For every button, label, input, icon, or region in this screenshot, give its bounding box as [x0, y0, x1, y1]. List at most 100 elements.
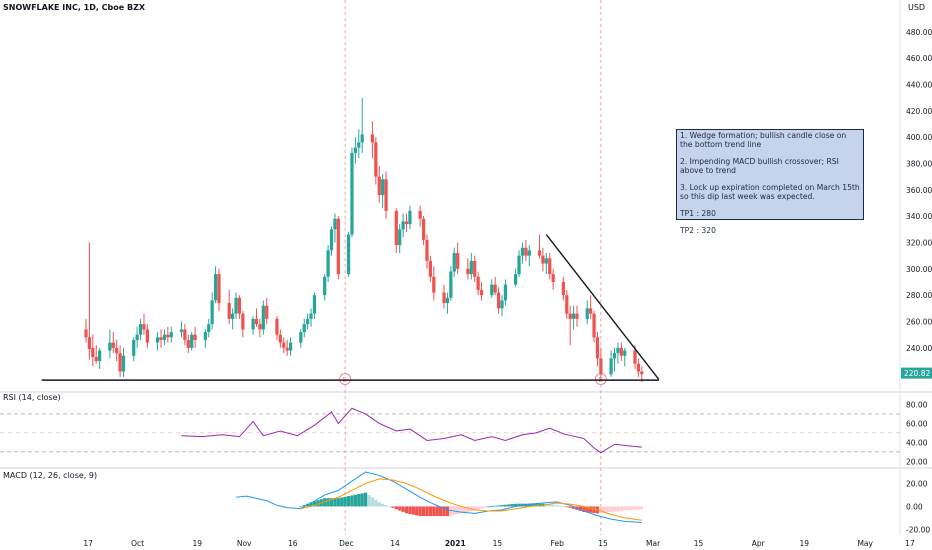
- candle[interactable]: [636, 358, 641, 377]
- candle[interactable]: [193, 326, 197, 348]
- candle[interactable]: [544, 253, 548, 275]
- candle[interactable]: [145, 324, 149, 348]
- candle[interactable]: [565, 289, 569, 319]
- candle[interactable]: [237, 295, 242, 319]
- candle[interactable]: [84, 318, 88, 343]
- candle[interactable]: [384, 171, 388, 219]
- candle[interactable]: [541, 247, 545, 272]
- candle[interactable]: [336, 216, 340, 280]
- analysis-note[interactable]: 1. Wedge formation; bullish candle close…: [676, 129, 864, 235]
- trend-line-resistance[interactable]: [545, 234, 660, 380]
- candle[interactable]: [329, 226, 334, 256]
- candle[interactable]: [428, 255, 433, 282]
- candle[interactable]: [333, 213, 337, 243]
- candle[interactable]: [619, 342, 623, 362]
- candle[interactable]: [537, 234, 542, 259]
- candle[interactable]: [612, 347, 617, 372]
- candle[interactable]: [404, 213, 409, 232]
- candle[interactable]: [623, 347, 627, 367]
- candle[interactable]: [398, 224, 402, 254]
- candle[interactable]: [445, 292, 450, 314]
- candle[interactable]: [231, 308, 235, 330]
- candle[interactable]: [353, 137, 357, 164]
- candle[interactable]: [138, 318, 143, 340]
- candle[interactable]: [306, 313, 310, 330]
- candle[interactable]: [571, 305, 576, 330]
- candle[interactable]: [227, 289, 231, 325]
- candle[interactable]: [527, 245, 531, 267]
- candle[interactable]: [258, 318, 262, 338]
- candle[interactable]: [599, 347, 603, 380]
- candle[interactable]: [421, 216, 426, 246]
- candle[interactable]: [312, 292, 317, 319]
- candle[interactable]: [183, 324, 187, 346]
- candle[interactable]: [496, 287, 501, 314]
- candle[interactable]: [524, 239, 528, 261]
- earnings-marker[interactable]: E: [339, 373, 352, 385]
- candle[interactable]: [98, 347, 102, 369]
- candle[interactable]: [169, 326, 173, 343]
- candle[interactable]: [213, 266, 218, 304]
- candle[interactable]: [132, 337, 136, 362]
- candle[interactable]: [203, 329, 207, 348]
- candle[interactable]: [517, 250, 521, 277]
- candle[interactable]: [500, 295, 504, 317]
- candle[interactable]: [381, 174, 385, 209]
- candle[interactable]: [241, 310, 245, 338]
- candle[interactable]: [442, 284, 446, 309]
- candle[interactable]: [357, 129, 361, 159]
- candle[interactable]: [456, 242, 460, 275]
- candle[interactable]: [476, 271, 480, 296]
- candle[interactable]: [108, 329, 112, 359]
- candle[interactable]: [346, 231, 351, 277]
- candle[interactable]: [275, 316, 279, 340]
- candle[interactable]: [118, 345, 122, 377]
- candle[interactable]: [568, 305, 572, 346]
- candle[interactable]: [285, 339, 289, 356]
- candle[interactable]: [548, 253, 552, 280]
- candle[interactable]: [282, 337, 286, 354]
- candle[interactable]: [121, 347, 126, 377]
- candle[interactable]: [288, 337, 293, 356]
- candle[interactable]: [449, 266, 453, 301]
- candle[interactable]: [309, 308, 313, 327]
- candle[interactable]: [265, 297, 269, 325]
- candle[interactable]: [370, 121, 375, 159]
- candle[interactable]: [589, 295, 593, 319]
- candle[interactable]: [452, 247, 456, 277]
- candle[interactable]: [432, 266, 436, 301]
- candle[interactable]: [217, 268, 221, 311]
- candle[interactable]: [155, 332, 160, 351]
- candle[interactable]: [350, 147, 354, 238]
- candle[interactable]: [91, 334, 95, 367]
- candle[interactable]: [503, 279, 508, 306]
- candle[interactable]: [87, 242, 92, 360]
- candle[interactable]: [592, 310, 596, 343]
- candle[interactable]: [326, 245, 330, 282]
- candle[interactable]: [473, 255, 477, 282]
- candle[interactable]: [142, 313, 146, 335]
- candle[interactable]: [302, 318, 306, 338]
- candle[interactable]: [323, 274, 327, 301]
- candle[interactable]: [401, 213, 405, 238]
- candle[interactable]: [490, 279, 494, 298]
- candle[interactable]: [186, 334, 190, 354]
- candle[interactable]: [251, 316, 255, 335]
- candle[interactable]: [210, 292, 214, 330]
- candle[interactable]: [377, 166, 381, 203]
- candle[interactable]: [561, 276, 565, 301]
- candle[interactable]: [190, 332, 194, 351]
- candle[interactable]: [493, 276, 497, 296]
- candle[interactable]: [166, 326, 170, 343]
- candle[interactable]: [520, 242, 525, 264]
- candle[interactable]: [575, 305, 579, 327]
- candle[interactable]: [551, 268, 555, 290]
- candle[interactable]: [374, 137, 378, 185]
- candle[interactable]: [609, 350, 613, 377]
- candle[interactable]: [595, 332, 600, 367]
- candle[interactable]: [94, 345, 98, 364]
- candle[interactable]: [111, 332, 115, 354]
- candle[interactable]: [425, 234, 429, 269]
- candle[interactable]: [514, 268, 518, 288]
